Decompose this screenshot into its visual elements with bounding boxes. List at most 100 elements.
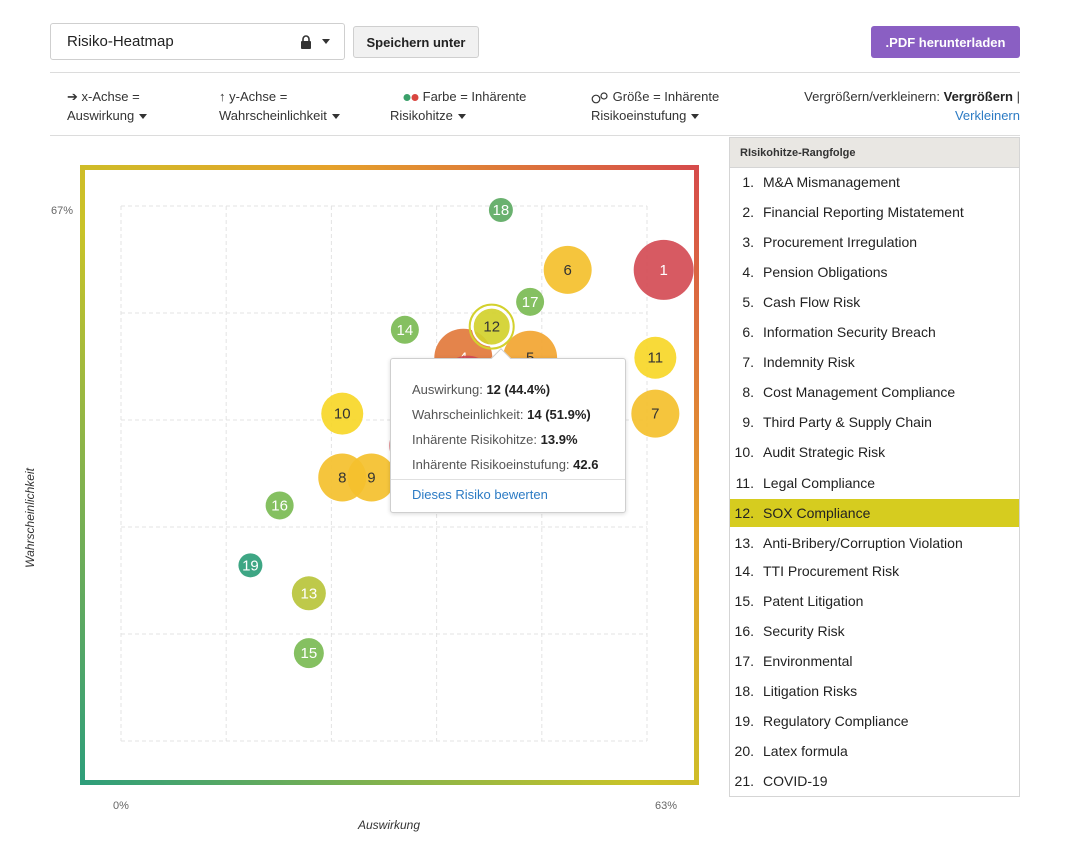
ranking-number: 6. xyxy=(742,324,754,340)
bubble-label: 14 xyxy=(397,322,414,339)
ranking-item[interactable]: 14. TTI Procurement Risk xyxy=(730,557,1019,585)
bubble-circle[interactable] xyxy=(321,392,364,435)
ranking-number: 8. xyxy=(742,384,754,400)
x-axis-control-value: Auswirkung xyxy=(67,108,135,123)
tooltip-divider xyxy=(391,479,625,480)
heat-ranking-panel: RIsikohitze-Rangfolge 1. M&A Mismanagemen… xyxy=(729,137,1020,797)
ranking-risk-name: Cash Flow Risk xyxy=(763,294,861,310)
arrow-up-icon: ↑ xyxy=(219,89,226,104)
divider xyxy=(50,135,1020,136)
ranking-item[interactable]: 3. Procurement Irregulation xyxy=(730,228,1019,256)
ranking-item[interactable]: 19. Regulatory Compliance xyxy=(730,707,1019,735)
ranking-item[interactable]: 21. COVID-19 xyxy=(730,767,1019,795)
ranking-risk-name: SOX Compliance xyxy=(763,505,871,521)
heat-gradient-frame xyxy=(80,165,699,785)
risk-bubble-18[interactable]: 18 xyxy=(488,197,513,222)
ranking-item[interactable]: 16. Security Risk xyxy=(730,617,1019,645)
bubble-label: 9 xyxy=(367,469,375,486)
arrow-right-icon: ➔ xyxy=(67,89,78,104)
ranking-item[interactable]: 9. Third Party & Supply Chain xyxy=(730,408,1019,436)
ranking-item[interactable]: 20. Latex formula xyxy=(730,737,1019,765)
bubble-circle[interactable] xyxy=(634,336,677,379)
risk-bubble-16[interactable]: 16 xyxy=(265,491,294,520)
ranking-item[interactable]: 1. M&A Mismanagement xyxy=(730,168,1019,196)
risk-tooltip: Auswirkung: 12 (44.4%) Wahrscheinlichkei… xyxy=(390,348,626,513)
view-select[interactable]: Risiko-Heatmap xyxy=(50,23,345,60)
ranking-item[interactable]: 18. Litigation Risks xyxy=(730,677,1019,705)
risk-bubble-6[interactable]: 6 xyxy=(543,245,592,294)
ranking-risk-name: Information Security Breach xyxy=(763,324,936,340)
ranking-number: 1. xyxy=(742,174,754,190)
risk-bubble-14[interactable]: 14 xyxy=(390,315,419,344)
x-axis-control-label: x-Achse = xyxy=(81,89,140,104)
risk-bubble-13[interactable]: 13 xyxy=(291,576,326,611)
bubble-circle[interactable] xyxy=(488,197,513,222)
tooltip-impact: Auswirkung: 12 (44.4%) xyxy=(412,382,550,397)
bubble-circle[interactable] xyxy=(390,315,419,344)
y-axis-control[interactable]: ↑ y-Achse = Wahrscheinlichkeit xyxy=(219,87,340,125)
download-pdf-button[interactable]: .PDF herunterladen xyxy=(871,26,1020,58)
ranking-item[interactable]: 12. SOX Compliance xyxy=(730,499,1019,527)
bubble-circle[interactable] xyxy=(633,239,694,300)
ranking-number: 2. xyxy=(742,204,754,220)
ranking-item[interactable]: 4. Pension Obligations xyxy=(730,258,1019,286)
ranking-item[interactable]: 15. Patent Litigation xyxy=(730,587,1019,615)
tooltip-impact-value: 12 (44.4%) xyxy=(486,382,551,397)
bubble-circle[interactable] xyxy=(238,553,263,578)
size-control-label: Größe = Inhärente xyxy=(612,89,720,104)
ranking-risk-name: Patent Litigation xyxy=(763,593,864,609)
risk-bubble-9[interactable]: 9 xyxy=(347,453,396,502)
tooltip-heat-label: Inhärente Risikohitze: xyxy=(412,432,538,447)
zoom-in-link[interactable]: Vergrößern xyxy=(943,89,1013,104)
risk-bubble-17[interactable]: 17 xyxy=(516,287,545,316)
risk-bubble-10[interactable]: 10 xyxy=(321,392,364,435)
risk-bubble-15[interactable]: 15 xyxy=(293,638,324,669)
bubble-circle[interactable] xyxy=(291,576,326,611)
ranking-item[interactable]: 8. Cost Management Compliance xyxy=(730,378,1019,406)
ranking-item[interactable]: 10. Audit Strategic Risk xyxy=(730,438,1019,466)
color-control[interactable]: Farbe = Inhärente Risikohitze xyxy=(390,87,526,125)
ranking-number: 5. xyxy=(742,294,754,310)
ranking-item[interactable]: 7. Indemnity Risk xyxy=(730,348,1019,376)
y-axis-control-value: Wahrscheinlichkeit xyxy=(219,108,327,123)
ranking-item[interactable]: 13. Anti-Bribery/Corruption Violation xyxy=(730,529,1019,557)
bubble-circle[interactable] xyxy=(265,491,294,520)
zoom-out-link[interactable]: Verkleinern xyxy=(954,108,1020,123)
ranking-risk-name: COVID-19 xyxy=(763,773,828,789)
bubble-circle[interactable] xyxy=(631,389,680,438)
bubble-label: 19 xyxy=(242,557,259,574)
ranking-item[interactable]: 6. Information Security Breach xyxy=(730,318,1019,346)
bubble-circle[interactable] xyxy=(516,287,545,316)
bubble-circle[interactable] xyxy=(347,453,396,502)
bubble-label: 7 xyxy=(651,406,659,423)
bubble-circle[interactable] xyxy=(543,245,592,294)
risk-bubble-7[interactable]: 7 xyxy=(631,389,680,438)
ranking-item[interactable]: 11. Legal Compliance xyxy=(730,469,1019,497)
save-as-button[interactable]: Speichern unter xyxy=(353,26,479,58)
ranking-risk-name: Indemnity Risk xyxy=(763,354,855,370)
risk-bubble-11[interactable]: 11 xyxy=(634,336,677,379)
color-control-value: Risikohitze xyxy=(390,108,453,123)
chevron-down-icon xyxy=(322,39,330,44)
ranking-risk-name: Legal Compliance xyxy=(763,475,876,491)
risk-bubble-1[interactable]: 1 xyxy=(633,239,694,300)
x-axis-control[interactable]: ➔ x-Achse = Auswirkung xyxy=(67,87,148,125)
size-control[interactable]: Größe = Inhärente Risikoeinstufung xyxy=(591,87,719,125)
rate-risk-link[interactable]: Dieses Risiko bewerten xyxy=(412,487,548,502)
bubble-label: 6 xyxy=(564,262,572,279)
bubble-circle[interactable] xyxy=(293,638,324,669)
tooltip-rating-label: Inhärente Risikoeinstufung: xyxy=(412,457,570,472)
zoom-label: Vergrößern/verkleinern: xyxy=(804,89,940,104)
zoom-separator: | xyxy=(1016,89,1020,104)
ranking-risk-name: TTI Procurement Risk xyxy=(763,563,900,579)
color-dots-icon xyxy=(403,89,419,104)
risk-bubble-19[interactable]: 19 xyxy=(238,553,263,578)
risk-bubble-12[interactable]: 12 xyxy=(468,303,515,350)
tooltip-likelihood: Wahrscheinlichkeit: 14 (51.9%) xyxy=(412,407,591,422)
size-control-value: Risikoeinstufung xyxy=(591,108,687,123)
bubble-circle[interactable] xyxy=(471,306,512,347)
ranking-item[interactable]: 5. Cash Flow Risk xyxy=(730,288,1019,316)
ranking-item[interactable]: 2. Financial Reporting Mistatement xyxy=(730,198,1019,226)
ranking-number: 21. xyxy=(734,773,754,789)
ranking-item[interactable]: 17. Environmental xyxy=(730,647,1019,675)
